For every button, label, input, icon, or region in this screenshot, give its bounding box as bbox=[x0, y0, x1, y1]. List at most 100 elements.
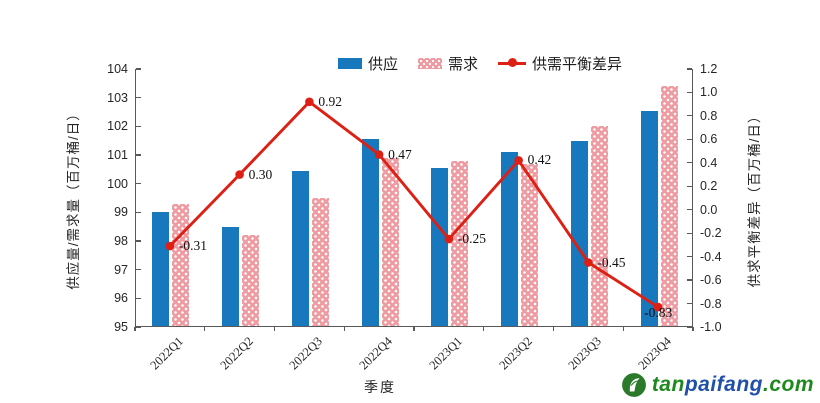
line-value-label: 0.42 bbox=[527, 152, 552, 168]
tanpaifang-logo-icon bbox=[621, 373, 646, 397]
left-axis-tick bbox=[136, 68, 141, 70]
left-axis-tick bbox=[136, 297, 141, 299]
line-value-label: -0.31 bbox=[178, 238, 207, 254]
left-axis-tick-label: 101 bbox=[107, 148, 128, 162]
right-axis-tick-label: -0.8 bbox=[700, 296, 722, 311]
legend-item-demand: 需求 bbox=[418, 53, 478, 74]
watermark-seg-2: paifang bbox=[684, 373, 763, 396]
right-axis-tick bbox=[687, 209, 692, 211]
x-axis-tick bbox=[413, 327, 415, 331]
left-axis-tick-label: 104 bbox=[107, 62, 128, 76]
balance-line bbox=[168, 99, 659, 309]
right-axis-tick bbox=[687, 256, 692, 258]
right-axis-tick bbox=[687, 326, 692, 328]
x-axis-tick bbox=[134, 327, 136, 331]
left-axis-tick bbox=[136, 97, 141, 99]
demand-bar-2023Q1 bbox=[451, 160, 469, 326]
right-axis-tick-label: 0.8 bbox=[700, 108, 718, 123]
demand-bar-2023Q4 bbox=[660, 86, 678, 326]
line-value-label: 0.30 bbox=[248, 166, 273, 182]
left-axis-tick bbox=[136, 183, 141, 185]
demand-bar-2022Q2 bbox=[242, 235, 260, 326]
line-point-2022Q3 bbox=[305, 97, 314, 107]
x-axis-tick bbox=[483, 327, 485, 331]
right-axis-tick-label: 0.6 bbox=[700, 132, 718, 147]
left-axis-tick-label: 102 bbox=[107, 119, 128, 134]
line-point-2023Q1 bbox=[444, 234, 454, 244]
legend-item-balance: 供需平衡差异 bbox=[498, 53, 622, 74]
chart-legend: 供应 需求 供需平衡差异 bbox=[338, 51, 622, 75]
x-axis-tick bbox=[204, 327, 206, 331]
line-point-2022Q1 bbox=[165, 241, 175, 251]
right-axis-tick bbox=[687, 138, 692, 140]
supply-bar-2023Q1 bbox=[431, 167, 449, 326]
right-axis-tick-label: 1.2 bbox=[700, 62, 718, 76]
left-axis-tick-label: 95 bbox=[114, 320, 128, 334]
right-axis-tick-label: -0.6 bbox=[700, 273, 722, 288]
line-marker-icon bbox=[498, 58, 527, 69]
left-axis-tick bbox=[136, 240, 141, 242]
left-axis-tick bbox=[136, 269, 141, 271]
legend-label-demand: 需求 bbox=[448, 55, 479, 73]
left-axis-tick-label: 97 bbox=[114, 262, 128, 277]
watermark-text: tanpaifang.com bbox=[652, 373, 814, 397]
line-value-label: -0.45 bbox=[597, 254, 626, 270]
watermark-seg-3: .com bbox=[762, 373, 814, 396]
line-point-2023Q3 bbox=[584, 258, 593, 267]
line-point-2022Q4 bbox=[374, 150, 384, 159]
right-axis-tick-label: 0.4 bbox=[700, 155, 718, 170]
demand-bar-2022Q3 bbox=[311, 198, 329, 326]
right-axis-tick-label: 1.0 bbox=[700, 85, 718, 100]
balance-line-series bbox=[165, 97, 663, 312]
right-axis-tick bbox=[687, 162, 692, 164]
supply-bar-2022Q2 bbox=[222, 226, 240, 326]
left-axis-tick bbox=[136, 211, 141, 213]
right-axis-title: 供求平衡差异（百万桶/日） bbox=[747, 108, 762, 288]
watermark-seg-1: tan bbox=[651, 373, 685, 396]
supply-bar-2022Q1 bbox=[152, 212, 170, 326]
x-axis-tick bbox=[273, 327, 276, 331]
supply-bar-2023Q2 bbox=[501, 152, 519, 326]
right-axis-tick bbox=[687, 279, 692, 281]
left-axis-tick bbox=[136, 125, 141, 127]
demand-bar-2022Q4 bbox=[381, 157, 399, 326]
demand-bar-2023Q2 bbox=[521, 163, 539, 326]
supply-swatch-icon bbox=[338, 57, 362, 69]
left-axis-tick bbox=[136, 326, 141, 328]
x-axis-title: 季度 bbox=[364, 379, 396, 395]
watermark: tanpaifang.com bbox=[621, 372, 814, 398]
line-point-2023Q4 bbox=[653, 302, 663, 312]
legend-label-balance: 供需平衡差异 bbox=[532, 55, 623, 73]
x-axis-line bbox=[135, 326, 693, 328]
left-axis-title: 供应量/需求量（百万桶/日） bbox=[66, 106, 81, 290]
right-axis-tick-label: -0.2 bbox=[700, 226, 722, 241]
supply-bar-2023Q3 bbox=[570, 140, 588, 326]
line-value-label: -0.25 bbox=[457, 231, 486, 247]
right-axis-tick bbox=[687, 185, 692, 187]
right-axis-tick bbox=[687, 91, 692, 94]
left-axis-tick-label: 98 bbox=[114, 234, 128, 248]
demand-bar-2023Q3 bbox=[590, 126, 608, 326]
left-axis-tick-label: 103 bbox=[107, 90, 128, 105]
supply-bar-2022Q4 bbox=[361, 139, 379, 326]
line-value-label: 0.92 bbox=[318, 93, 342, 109]
line-point-2022Q2 bbox=[235, 170, 244, 179]
left-axis-tick-label: 99 bbox=[114, 205, 128, 220]
right-axis-tick-label: 0.2 bbox=[700, 179, 718, 194]
demand-swatch-icon bbox=[418, 57, 443, 69]
left-axis-tick bbox=[136, 154, 141, 156]
right-axis-tick bbox=[687, 302, 692, 305]
supply-bar-2022Q3 bbox=[291, 170, 309, 326]
x-axis-tick bbox=[552, 327, 555, 331]
right-axis-tick-label: -0.4 bbox=[700, 249, 722, 264]
line-point-2023Q2 bbox=[514, 156, 523, 165]
right-axis-tick bbox=[687, 232, 692, 234]
right-axis-tick bbox=[687, 68, 692, 70]
right-axis-tick-label: 0.0 bbox=[700, 202, 718, 217]
left-axis-line bbox=[135, 69, 137, 327]
right-axis-tick-label: -1.0 bbox=[700, 320, 722, 334]
right-axis-tick bbox=[687, 115, 692, 117]
x-axis-tick bbox=[692, 327, 694, 331]
demand-bar-2022Q1 bbox=[172, 203, 190, 326]
